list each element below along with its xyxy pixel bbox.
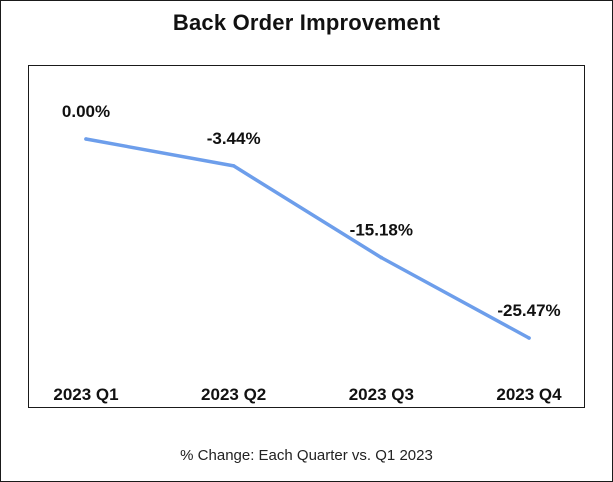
plot-area: 0.00% -3.44% -15.18% -25.47% 2023 Q1 2023 Q2 2… [28,65,585,408]
data-label: -3.44% [207,129,261,148]
x-tick-label: 2023 Q3 [349,385,414,404]
chart-subtitle: % Change: Each Quarter vs. Q1 2023 [180,447,433,464]
data-point [527,336,531,340]
data-label: -15.18% [350,221,413,240]
data-point [231,164,236,168]
data-point [379,255,384,260]
x-tick-label: 2023 Q2 [201,385,266,404]
data-point [84,137,88,141]
x-tick-label: 2023 Q4 [496,385,562,404]
data-label: 0.00% [62,102,110,121]
data-label: -25.47% [497,301,560,320]
chart-title: Back Order Improvement [172,10,441,35]
x-tick-label: 2023 Q1 [53,385,118,404]
line-chart: 0.00% -3.44% -15.18% -25.47% 2023 Q1 2023 Q2 2… [53,102,562,404]
series-line [84,137,531,340]
